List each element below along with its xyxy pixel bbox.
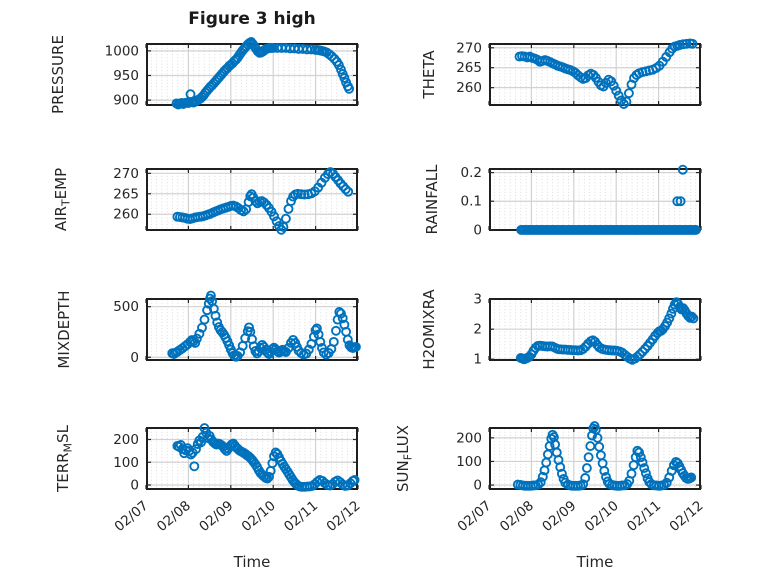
ylabel-terr_msl: TERRMSL [54,424,75,493]
ylabel-rainfall: RAINFALL [423,164,441,235]
ytick-label-mixdepth: 500 [113,299,139,315]
ytick-label-air_temp: 265 [113,186,139,202]
ytick-label-pressure: 950 [113,68,139,84]
xtick-label: 02/07 [111,498,151,535]
ytick-label-mixdepth: 0 [130,350,139,366]
xaxis-label-right: Time [576,553,614,571]
xtick-label: 02/10 [239,498,279,535]
subplot-theta: 260 265 270 THETA [420,38,702,109]
subplot-h2omixra: 1 2 3 H2OMIXRA [420,289,702,370]
ytick-label-theta: 270 [456,40,482,56]
xtick-label: 02/08 [497,498,537,535]
xtick-label: 02/11 [281,498,321,535]
xtick-label: 02/09 [196,498,236,535]
series-markers-air_temp [172,167,354,235]
ylabel-air_temp: AIRTEMP [52,168,73,231]
ytick-label-terr_msl: 200 [113,432,139,448]
subplot-rainfall: 0 0.1 0.2 RAINFALL [423,164,702,238]
ylabel-mixdepth: MIXDEPTH [55,290,73,368]
subplot-mixdepth: 0 500 MIXDEPTH [55,290,361,369]
ytick-label-sun_flux: 0 [473,478,482,494]
series-markers-h2omixra [515,297,699,365]
ytick-label-rainfall: 0 [473,222,482,238]
ytick-label-terr_msl: 0 [130,477,139,493]
subplot-air_temp: 260 265 270 AIRTEMP [52,166,359,235]
xtick-label: 02/12 [323,498,363,535]
ylabel-theta: THETA [420,50,438,100]
subplot-pressure: 900 950 1000 PRESSURE [49,35,359,114]
ytick-label-h2omixra: 1 [473,352,482,368]
xtick-label: 02/07 [454,498,494,535]
ytick-label-terr_msl: 100 [113,455,139,471]
ytick-label-sun_flux: 100 [456,454,482,470]
xaxis-label-left: Time [233,553,271,571]
ytick-label-rainfall: 0.2 [461,165,482,181]
series-markers-pressure [171,37,355,110]
xtick-label: 02/09 [539,498,579,535]
figure-title: Figure 3 high [188,9,316,29]
ytick-label-theta: 265 [456,60,482,76]
series-markers-rainfall [516,164,701,235]
ytick-label-sun_flux: 200 [456,430,482,446]
xtick-label: 02/10 [582,498,622,535]
ytick-label-pressure: 1000 [105,43,139,59]
ytick-label-h2omixra: 2 [473,322,482,338]
ytick-label-air_temp: 260 [113,207,139,223]
ytick-label-rainfall: 0.1 [461,194,482,210]
subplot-sun_flux: 0 100 200 SUNFLUX 02/07 02/08 02/09 02/10 02/11 0… [394,421,707,535]
ylabel-pressure: PRESSURE [49,35,67,114]
series-markers-theta [514,38,698,109]
ylabel-h2omixra: H2OMIXRA [420,289,438,370]
xtick-label: 02/11 [624,498,664,535]
ytick-label-h2omixra: 3 [473,292,482,308]
series-markers-sun_flux [512,421,697,491]
subplot-terr_msl: 0 100 200 TERRMSL 02/07 02/08 02/09 02/10 02/11 0… [54,423,364,535]
ytick-label-theta: 260 [456,80,482,96]
xtick-label: 02/08 [154,498,194,535]
series-markers-mixdepth [167,290,361,362]
ylabel-sun_flux: SUNFLUX [394,425,415,492]
series-markers-terr_msl [172,423,360,492]
ytick-label-air_temp: 270 [113,166,139,182]
ytick-label-pressure: 900 [113,93,139,109]
xtick-label: 02/12 [666,498,706,535]
